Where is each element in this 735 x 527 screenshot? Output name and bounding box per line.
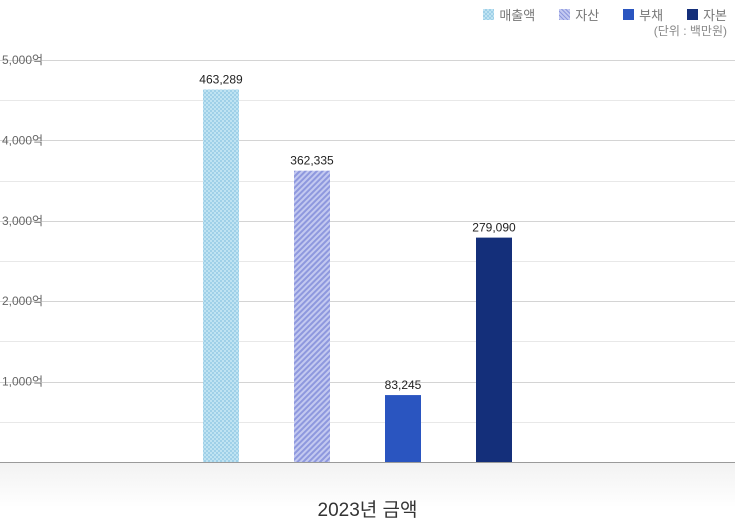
legend-label: 부채 [639,8,664,23]
legend-label: 자산 [575,8,600,23]
bar-value-label: 279,090 [472,221,516,235]
legend-swatch [687,9,699,20]
y-tick-label: 1,000억 [2,375,43,389]
bar-1 [203,89,239,463]
footer-band [0,463,735,527]
y-tick-label: 5,000억 [2,53,43,67]
chart-legend: 매출액 자산 부채 자본 [483,5,727,24]
bar-value-label: 463,289 [199,73,243,87]
y-axis-ticks: 1,000억 2,000억 3,000억 4,000억 5,000억 [2,53,43,389]
y-tick-label: 2,000억 [2,294,43,308]
y-tick-label: 4,000억 [2,133,43,147]
bar-2 [294,170,330,462]
legend-swatch [483,9,495,20]
legend-swatch [623,9,635,20]
legend-item: 자본 [687,5,727,24]
legend-item: 부채 [623,5,663,24]
y-tick-label: 3,000억 [2,214,43,228]
legend-label: 자본 [703,8,727,23]
x-category-label: 2023년 금액 [317,500,418,521]
legend-swatch [559,9,571,20]
bar-value-label: 362,335 [290,154,334,168]
grid-lines [0,60,735,463]
bars [203,89,512,463]
bar-3 [385,395,421,462]
legend-label: 매출액 [499,8,536,23]
legend-item: 매출액 [483,5,535,24]
legend-item: 자산 [559,5,599,24]
data-labels: 463,289 362,335 83,245 279,090 [199,73,516,393]
bar-4 [476,237,512,462]
unit-note: (단위 : 백만원) [653,24,727,38]
bar-value-label: 83,245 [385,378,422,392]
